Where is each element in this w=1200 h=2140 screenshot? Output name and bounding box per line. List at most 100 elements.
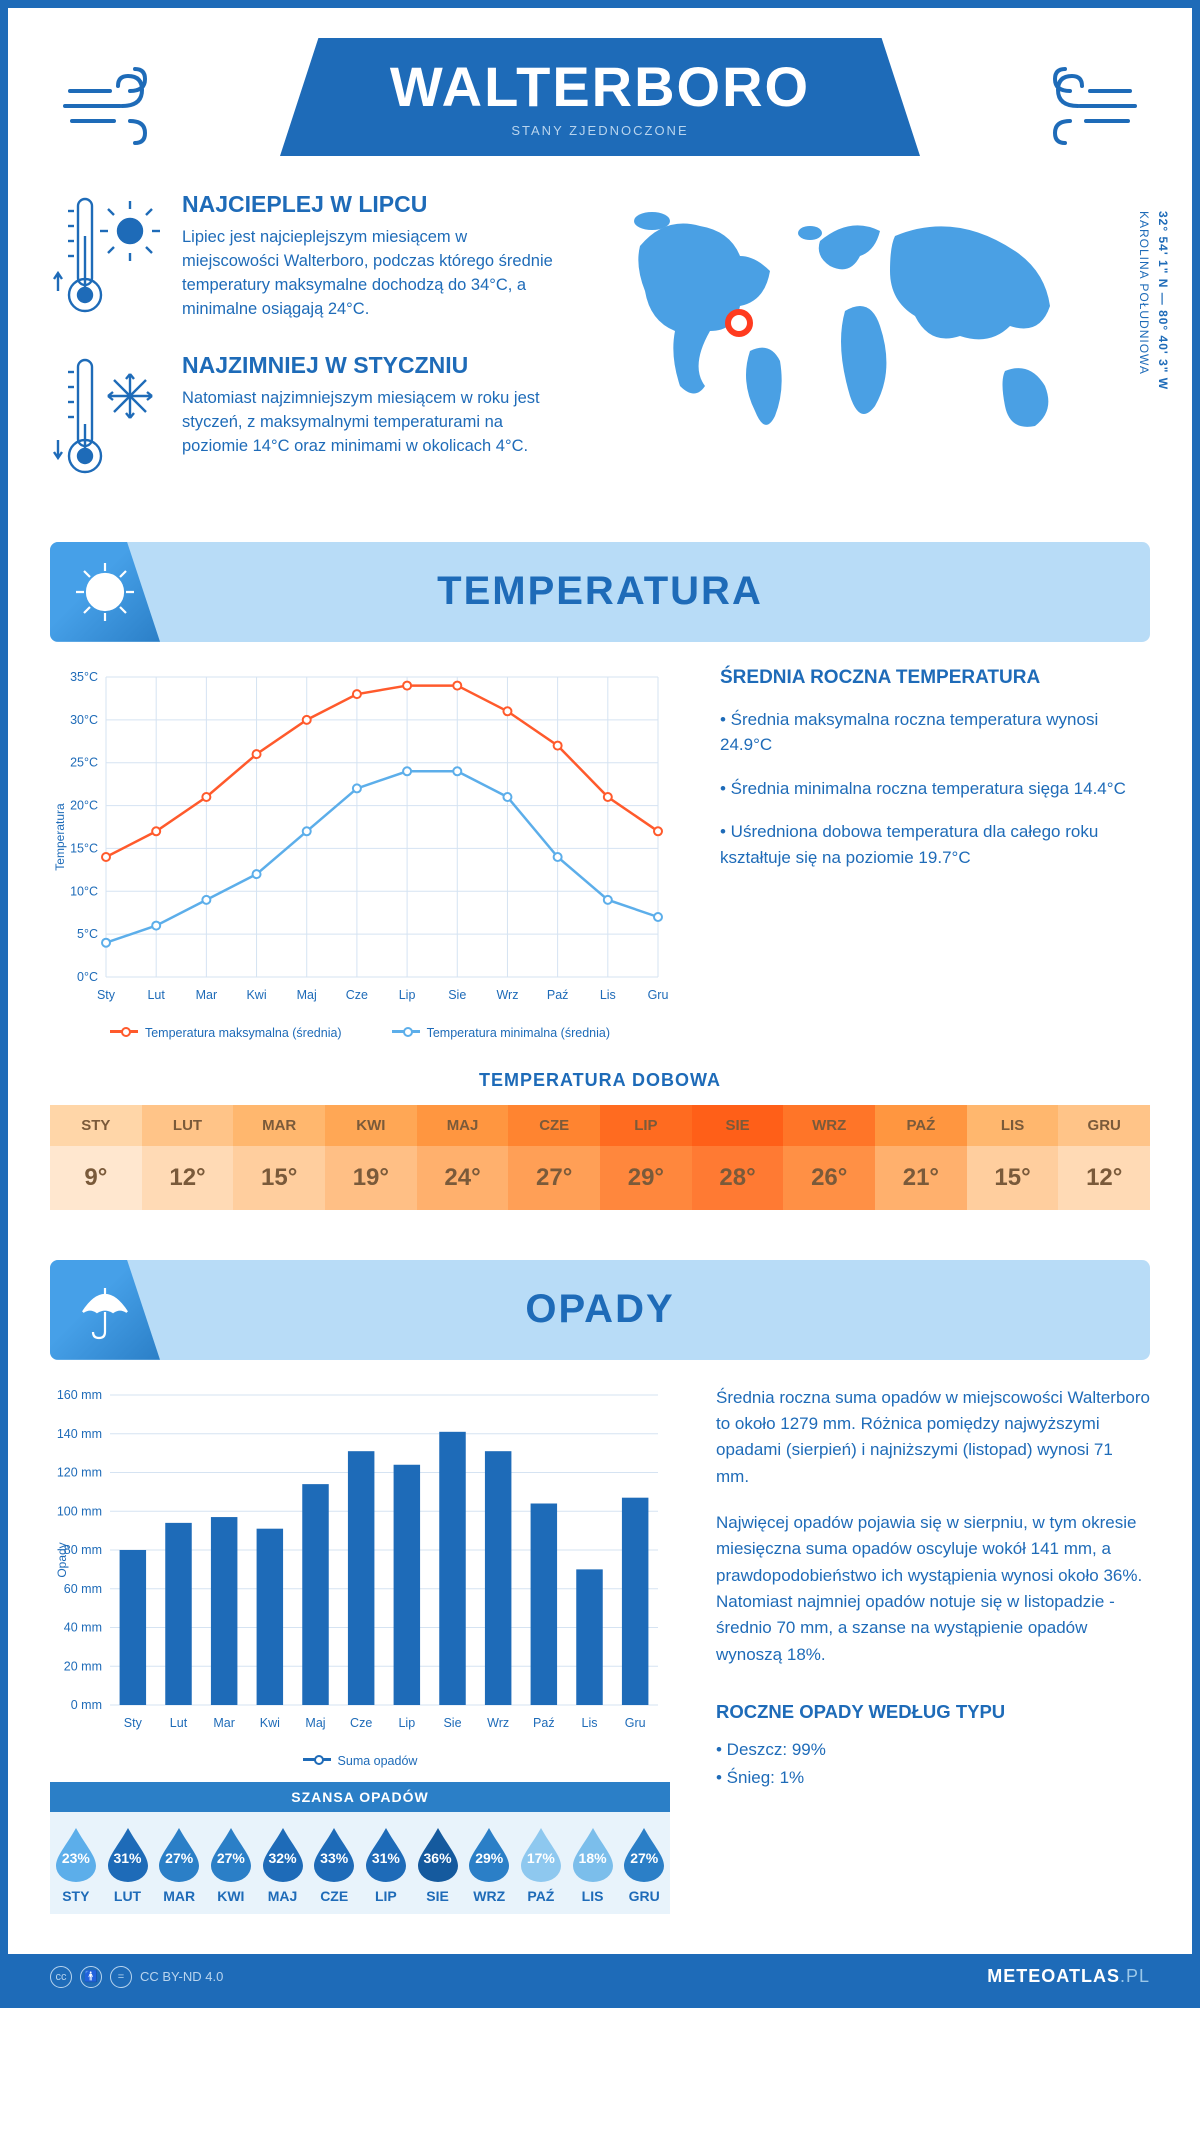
daily-cell: LIP29° (600, 1105, 692, 1210)
header: WALTERBORO STANY ZJEDNOCZONE (50, 38, 1150, 156)
title-ribbon: WALTERBORO STANY ZJEDNOCZONE (280, 38, 920, 156)
svg-text:Sie: Sie (448, 988, 466, 1002)
chance-cell: 18%LIS (567, 1824, 619, 1904)
coldest-title: NAJZIMNIEJ W STYCZNIU (182, 352, 562, 379)
chance-cell: 31%LUT (102, 1824, 154, 1904)
daily-cell: CZE27° (508, 1105, 600, 1210)
world-map: 32° 54' 1" N — 80° 40' 3" W KAROLINA POŁ… (610, 191, 1150, 512)
svg-text:15°C: 15°C (70, 841, 98, 855)
svg-text:Sty: Sty (97, 988, 116, 1002)
daily-cell: WRZ26° (783, 1105, 875, 1210)
svg-text:Kwi: Kwi (260, 1716, 280, 1730)
coldest-text: Natomiast najzimniejszym miesiącem w rok… (182, 387, 562, 459)
svg-text:100 mm: 100 mm (57, 1504, 102, 1518)
svg-text:Lut: Lut (170, 1716, 188, 1730)
svg-text:Sie: Sie (443, 1716, 461, 1730)
svg-text:0°C: 0°C (77, 970, 98, 984)
footer: cc 🚹 = CC BY-ND 4.0 METEOATLAS.PL (8, 1954, 1192, 2000)
country-subtitle: STANY ZJEDNOCZONE (360, 123, 840, 138)
precip-info: Średnia roczna suma opadów w miejscowośc… (716, 1385, 1150, 1914)
svg-text:Cze: Cze (350, 1716, 372, 1730)
temperature-chart: 0°C 5°C 10°C 15°C 20°C 25°C 30°C 35°C Sty Lut Mar K… (50, 667, 670, 1012)
temperature-info: ŚREDNIA ROCZNA TEMPERATURA • Średnia mak… (720, 667, 1150, 1040)
svg-text:Lip: Lip (399, 988, 416, 1002)
svg-text:Lip: Lip (398, 1716, 415, 1730)
svg-text:25°C: 25°C (70, 755, 98, 769)
daily-temp-title: TEMPERATURA DOBOWA (50, 1070, 1150, 1091)
svg-text:Paź: Paź (547, 988, 569, 1002)
chance-cell: 31%LIP (360, 1824, 412, 1904)
temperature-legend: Temperatura maksymalna (średnia)Temperat… (50, 1026, 670, 1040)
svg-text:Mar: Mar (213, 1716, 235, 1730)
daily-cell: STY9° (50, 1105, 142, 1210)
svg-text:Kwi: Kwi (246, 988, 266, 1002)
daily-cell: SIE28° (692, 1105, 784, 1210)
sun-icon (72, 559, 138, 625)
svg-text:140 mm: 140 mm (57, 1426, 102, 1440)
chance-cell: 29%WRZ (463, 1824, 515, 1904)
svg-text:5°C: 5°C (77, 927, 98, 941)
svg-text:Sty: Sty (124, 1716, 143, 1730)
svg-text:80 mm: 80 mm (64, 1543, 102, 1557)
chance-title: SZANSA OPADÓW (50, 1782, 670, 1812)
umbrella-icon (73, 1278, 137, 1342)
chance-cell: 17%PAŹ (515, 1824, 567, 1904)
coldest-block: NAJZIMNIEJ W STYCZNIU Natomiast najzimni… (50, 352, 570, 482)
svg-text:40 mm: 40 mm (64, 1620, 102, 1634)
chance-row: 23%STY31%LUT27%MAR27%KWI32%MAJ33%CZE31%L… (50, 1812, 670, 1914)
temperature-header: TEMPERATURA (50, 542, 1150, 642)
precip-type-item: • Deszcz: 99% (716, 1737, 1150, 1763)
daily-cell: LUT12° (142, 1105, 234, 1210)
cc-icon: cc (50, 1966, 72, 1988)
chance-cell: 27%MAR (153, 1824, 205, 1904)
chance-cell: 27%GRU (618, 1824, 670, 1904)
daily-cell: MAJ24° (417, 1105, 509, 1210)
precip-chart: 0 mm20 mm40 mm60 mm80 mm100 mm120 mm140 … (50, 1385, 670, 1740)
svg-text:160 mm: 160 mm (57, 1388, 102, 1402)
chance-cell: 23%STY (50, 1824, 102, 1904)
daily-cell: MAR15° (233, 1105, 325, 1210)
svg-text:Wrz: Wrz (487, 1716, 509, 1730)
svg-text:Mar: Mar (196, 988, 218, 1002)
daily-temp-table: STY9°LUT12°MAR15°KWI19°MAJ24°CZE27°LIP29… (50, 1105, 1150, 1210)
svg-text:10°C: 10°C (70, 884, 98, 898)
daily-cell: PAŹ21° (875, 1105, 967, 1210)
svg-text:35°C: 35°C (70, 670, 98, 684)
chance-cell: 27%KWI (205, 1824, 257, 1904)
wind-icon (1010, 56, 1140, 156)
svg-text:Maj: Maj (297, 988, 317, 1002)
city-title: WALTERBORO (360, 54, 840, 119)
daily-cell: GRU12° (1058, 1105, 1150, 1210)
svg-text:0 mm: 0 mm (71, 1698, 102, 1712)
warmest-text: Lipiec jest najcieplejszym miesiącem w m… (182, 226, 562, 322)
svg-text:20°C: 20°C (70, 798, 98, 812)
svg-text:Gru: Gru (625, 1716, 646, 1730)
precip-header: OPADY (50, 1260, 1150, 1360)
daily-cell: KWI19° (325, 1105, 417, 1210)
svg-text:Temperatura: Temperatura (53, 803, 67, 871)
svg-text:120 mm: 120 mm (57, 1465, 102, 1479)
svg-text:Paź: Paź (533, 1716, 555, 1730)
warmest-title: NAJCIEPLEJ W LIPCU (182, 191, 562, 218)
precip-type-item: • Śnieg: 1% (716, 1765, 1150, 1791)
thermometer-sun-icon (50, 191, 160, 321)
svg-text:30°C: 30°C (70, 713, 98, 727)
by-icon: 🚹 (80, 1966, 102, 1988)
warmest-block: NAJCIEPLEJ W LIPCU Lipiec jest najcieple… (50, 191, 570, 322)
brand: METEOATLAS.PL (987, 1966, 1150, 1987)
location-marker-icon (725, 309, 753, 337)
svg-text:Lis: Lis (582, 1716, 598, 1730)
svg-text:20 mm: 20 mm (64, 1659, 102, 1673)
svg-text:Lut: Lut (147, 988, 165, 1002)
precip-legend: Suma opadów (50, 1754, 670, 1768)
daily-cell: LIS15° (967, 1105, 1059, 1210)
temp-bullet: • Uśredniona dobowa temperatura dla całe… (720, 819, 1150, 870)
wind-icon (60, 56, 190, 156)
svg-text:Cze: Cze (346, 988, 368, 1002)
temp-bullet: • Średnia minimalna roczna temperatura s… (720, 776, 1150, 802)
svg-text:Lis: Lis (600, 988, 616, 1002)
coordinates: 32° 54' 1" N — 80° 40' 3" W KAROLINA POŁ… (1134, 211, 1172, 390)
svg-text:Opady: Opady (55, 1542, 69, 1577)
svg-text:Gru: Gru (648, 988, 669, 1002)
chance-cell: 32%MAJ (257, 1824, 309, 1904)
